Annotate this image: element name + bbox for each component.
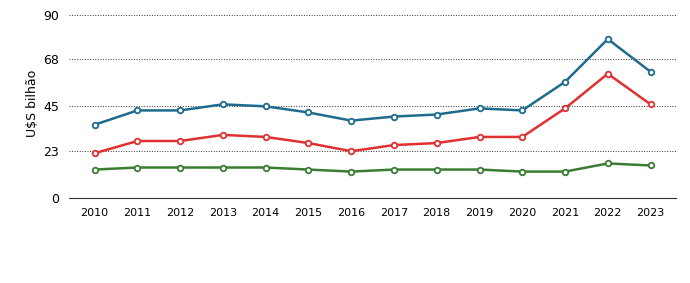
Exportação [133, 166, 141, 169]
Importação [262, 105, 270, 108]
Exportação [604, 162, 612, 165]
Importação [304, 111, 313, 114]
Deficit [561, 107, 569, 110]
Exportação [90, 168, 99, 171]
Exportação [561, 170, 569, 173]
Deficit [176, 139, 184, 143]
Deficit [433, 141, 441, 145]
Deficit [262, 135, 270, 139]
Exportação [262, 166, 270, 169]
Exportação [304, 168, 313, 171]
Importação [647, 70, 655, 73]
Importação [133, 109, 141, 112]
Exportação [347, 170, 355, 173]
Deficit [518, 135, 526, 139]
Importação [176, 109, 184, 112]
Deficit [219, 133, 227, 137]
Importação [347, 119, 355, 122]
Importação [475, 107, 484, 110]
Importação [219, 103, 227, 106]
Deficit [604, 72, 612, 76]
Exportação [176, 166, 184, 169]
Importação [518, 109, 526, 112]
Deficit [90, 152, 99, 155]
Importação [604, 37, 612, 41]
Exportação [433, 168, 441, 171]
Deficit [475, 135, 484, 139]
Line: Deficit: Deficit [92, 71, 653, 156]
Y-axis label: U$S bilhão: U$S bilhão [26, 70, 39, 137]
Exportação [647, 164, 655, 167]
Deficit [133, 139, 141, 143]
Deficit [304, 141, 313, 145]
Importação [90, 123, 99, 127]
Exportação [219, 166, 227, 169]
Deficit [390, 143, 398, 147]
Deficit [647, 103, 655, 106]
Exportação [390, 168, 398, 171]
Exportação [518, 170, 526, 173]
Line: Exportação: Exportação [92, 161, 653, 174]
Importação [390, 115, 398, 118]
Exportação [475, 168, 484, 171]
Importação [433, 113, 441, 116]
Line: Importação: Importação [92, 36, 653, 127]
Deficit [347, 149, 355, 153]
Importação [561, 80, 569, 83]
